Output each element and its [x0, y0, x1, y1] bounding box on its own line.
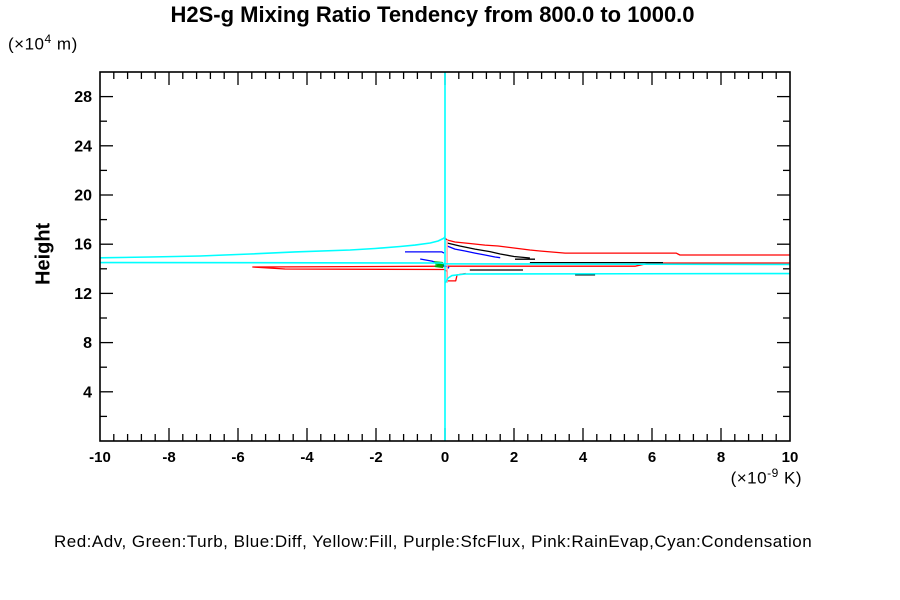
y-tick-label: 24	[74, 138, 92, 155]
x-tick-label: 2	[510, 449, 518, 466]
y-tick-label: 16	[74, 237, 92, 254]
x-tick-label: -6	[231, 449, 244, 466]
y-tick-label: 28	[74, 89, 92, 106]
series-diff	[405, 251, 445, 254]
x-tick-label: 4	[579, 449, 588, 466]
x-tick-label: 10	[782, 449, 799, 466]
y-axis-unit-label: (×104 m)	[8, 32, 78, 55]
x-tick-label: -2	[369, 449, 382, 466]
legend-text: Red:Adv, Green:Turb, Blue:Diff, Yellow:F…	[54, 532, 813, 551]
y-tick-label: 8	[83, 335, 92, 352]
x-tick-label: -8	[162, 449, 175, 466]
series-condensation	[100, 236, 790, 284]
y-axis-unit-exponent: 4	[44, 32, 52, 46]
x-axis-unit-exponent: -9	[767, 466, 779, 480]
y-tick-label: 12	[74, 286, 92, 303]
plot-frame	[99, 71, 791, 442]
series-diff	[446, 245, 501, 259]
y-tick-label: 20	[74, 188, 92, 205]
x-axis-unit-prefix: (×10	[730, 468, 768, 488]
y-axis-unit-prefix: (×10	[8, 34, 45, 54]
chart-series	[100, 72, 790, 441]
x-tick-label: -10	[89, 449, 111, 466]
x-tick-label: 8	[717, 449, 725, 466]
x-tick-label: 6	[648, 449, 656, 466]
x-axis-unit-label: (×10-9 K)	[731, 466, 802, 489]
page-title: H2S-g Mixing Ratio Tendency from 800.0 t…	[170, 2, 695, 27]
x-tick-label: -4	[300, 449, 314, 466]
series-black-unlabeled	[446, 242, 530, 259]
y-axis-unit-suffix: m)	[51, 34, 78, 54]
y-tick-label: 4	[83, 384, 92, 401]
x-tick-label: 0	[441, 449, 449, 466]
x-axis-unit-suffix: K)	[778, 468, 802, 488]
